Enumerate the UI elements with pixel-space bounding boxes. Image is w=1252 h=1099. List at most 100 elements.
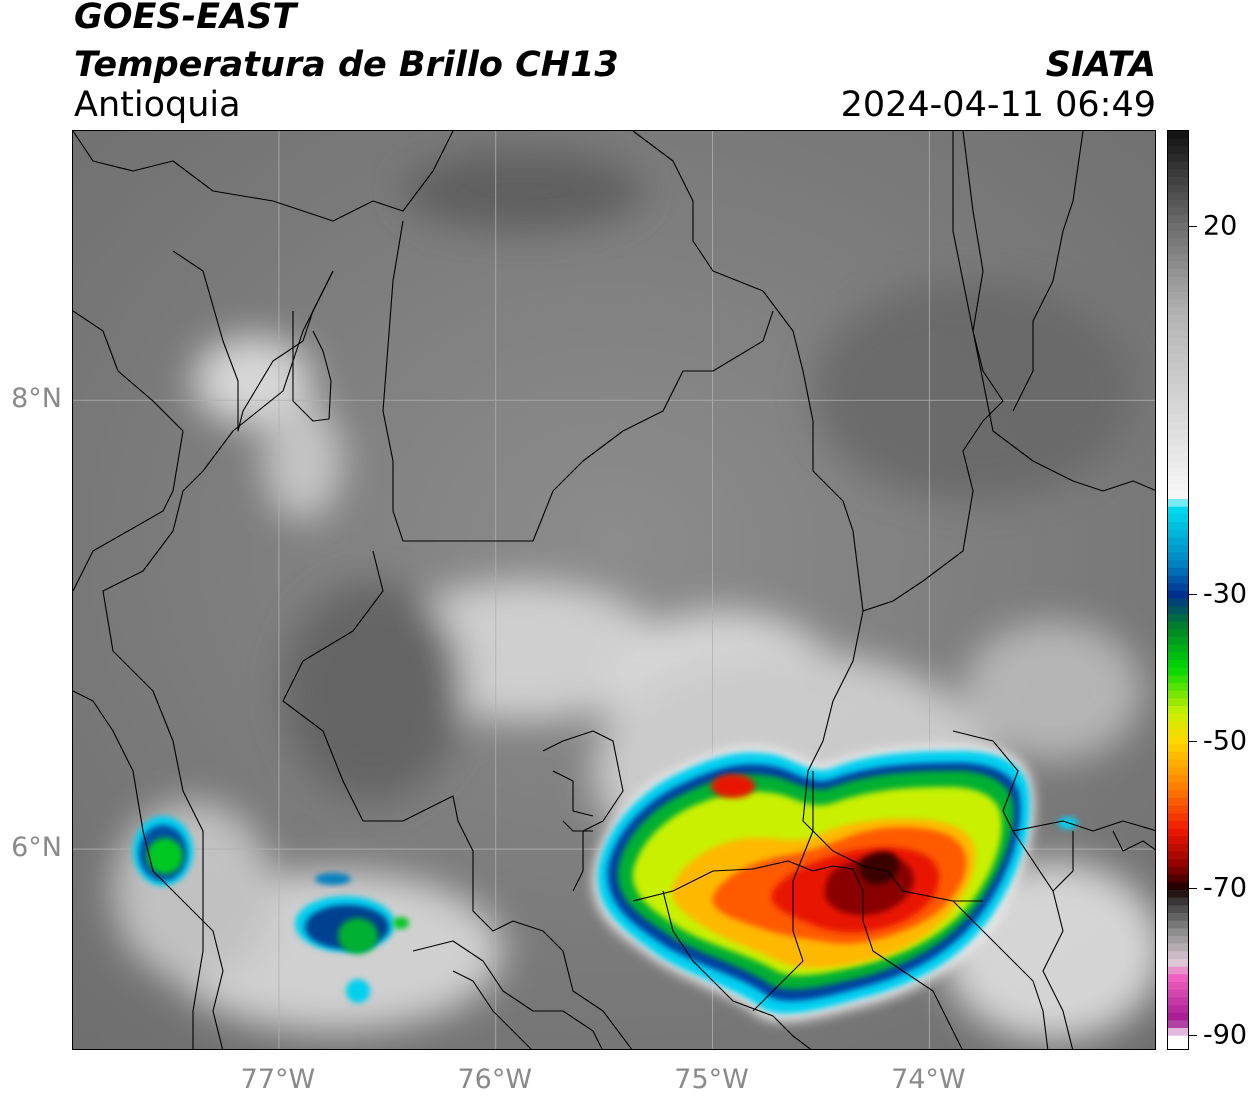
colorbar-band (1168, 460, 1188, 469)
magdalena-river-border (802, 610, 983, 902)
colorbar-band (1168, 361, 1188, 370)
colorbar-band (1168, 966, 1188, 975)
colorbar-band (1168, 138, 1188, 147)
colorbar-band (1168, 828, 1188, 837)
colorbar-band (1168, 637, 1188, 646)
colorbar-band (1168, 836, 1188, 845)
lon-label-77w: 77°W (240, 1064, 316, 1095)
colorbar-band (1168, 169, 1188, 178)
colorbar-band (1168, 345, 1188, 354)
colorbar-band (1168, 238, 1188, 247)
colorbar-band (1168, 767, 1188, 776)
colorbar-band (1168, 200, 1188, 209)
west-inner-border (542, 730, 624, 892)
organization-label: SIATA (1045, 45, 1156, 85)
cordoba-antioquia-border (382, 220, 774, 542)
colorbar-band (1168, 192, 1188, 201)
colorbar-band (1168, 376, 1188, 385)
colorbar-band (1168, 683, 1188, 692)
region-subtitle: Antioquia (74, 85, 241, 125)
colorbar-band (1168, 407, 1188, 416)
colorbar-band (1168, 591, 1188, 600)
temperature-colorbar (1167, 130, 1189, 1050)
colorbar-band (1168, 161, 1188, 170)
colorbar-band (1168, 330, 1188, 339)
colorbar-tick-label: -70 (1203, 872, 1248, 904)
colorbar-band (1168, 368, 1188, 377)
boyaca-border (1012, 820, 1155, 832)
colorbar-band (1168, 890, 1188, 899)
colorbar-band (1168, 652, 1188, 661)
colorbar-band (1168, 246, 1188, 255)
colorbar-band (1168, 177, 1188, 186)
colorbar-band (1168, 729, 1188, 738)
colorbar-band (1168, 614, 1188, 623)
colorbar-band (1168, 568, 1188, 577)
colorbar-band (1168, 936, 1188, 945)
colorbar-tick-mark (1189, 593, 1197, 595)
colorbar-band (1168, 790, 1188, 799)
colorbar-band (1168, 207, 1188, 216)
colorbar-band (1168, 261, 1188, 270)
colorbar-band (1168, 859, 1188, 868)
caldas-border (632, 860, 963, 1049)
colorbar-band (1168, 514, 1188, 523)
colorbar-band (1168, 905, 1188, 914)
product-title: Temperatura de Brillo CH13 (74, 45, 619, 85)
datetime-label: 2024-04-11 06:49 (840, 85, 1156, 125)
colorbar-band (1168, 1028, 1188, 1037)
colorbar-tick-label: 20 (1203, 210, 1238, 242)
colorbar-band (1168, 660, 1188, 669)
colorbar-band (1168, 759, 1188, 768)
lat-label-8n: 8°N (11, 383, 62, 415)
colorbar-band (1168, 269, 1188, 278)
colorbar-band (1168, 154, 1188, 163)
colorbar-band (1168, 184, 1188, 193)
colorbar-band (1168, 736, 1188, 745)
colorbar-band (1168, 307, 1188, 316)
antioquia-choco-border (102, 270, 334, 1049)
main-convective-system (592, 745, 1035, 1022)
southwest-border (412, 940, 603, 1049)
colorbar-band (1168, 223, 1188, 232)
colorbar-band (1168, 675, 1188, 684)
lat-label-6n: 6°N (11, 832, 62, 864)
colorbar-tick-mark (1189, 225, 1197, 227)
colorbar-band (1168, 483, 1188, 492)
colorbar-band (1168, 299, 1188, 308)
colorbar-band (1168, 384, 1188, 393)
satellite-map[interactable] (72, 130, 1156, 1050)
colorbar-band (1168, 1043, 1188, 1049)
colorbar-band (1168, 721, 1188, 730)
colorbar-band (1168, 453, 1188, 462)
colorbar-band (1168, 230, 1188, 239)
southwest-border-2 (452, 970, 532, 1049)
colorbar-band (1168, 913, 1188, 922)
colorbar-band (1168, 276, 1188, 285)
colorbar-band (1168, 522, 1188, 531)
colorbar-tick-label: -50 (1203, 725, 1248, 757)
colorbar-band (1168, 499, 1188, 508)
colorbar-band (1168, 867, 1188, 876)
colorbar-band (1168, 805, 1188, 814)
colorbar-band (1168, 437, 1188, 446)
colorbar-band (1168, 690, 1188, 699)
colorbar-band (1168, 698, 1188, 707)
lon-label-75w: 75°W (674, 1064, 749, 1095)
colorbar-band (1168, 284, 1188, 293)
lon-label-76w: 76°W (457, 1064, 533, 1095)
convective-clouds (133, 745, 1078, 1022)
colorbar-band (1168, 491, 1188, 500)
colorbar-band (1168, 1020, 1188, 1029)
colorbar-band (1168, 974, 1188, 983)
colorbar-band (1168, 943, 1188, 952)
colorbar-band (1168, 391, 1188, 400)
colorbar-band (1168, 468, 1188, 477)
colorbar-band (1168, 292, 1188, 301)
colorbar-band (1168, 606, 1188, 615)
colorbar-band (1168, 215, 1188, 224)
colorbar-band (1168, 813, 1188, 822)
colorbar-band (1168, 951, 1188, 960)
small-cell-west (133, 816, 193, 886)
colorbar-band (1168, 874, 1188, 883)
